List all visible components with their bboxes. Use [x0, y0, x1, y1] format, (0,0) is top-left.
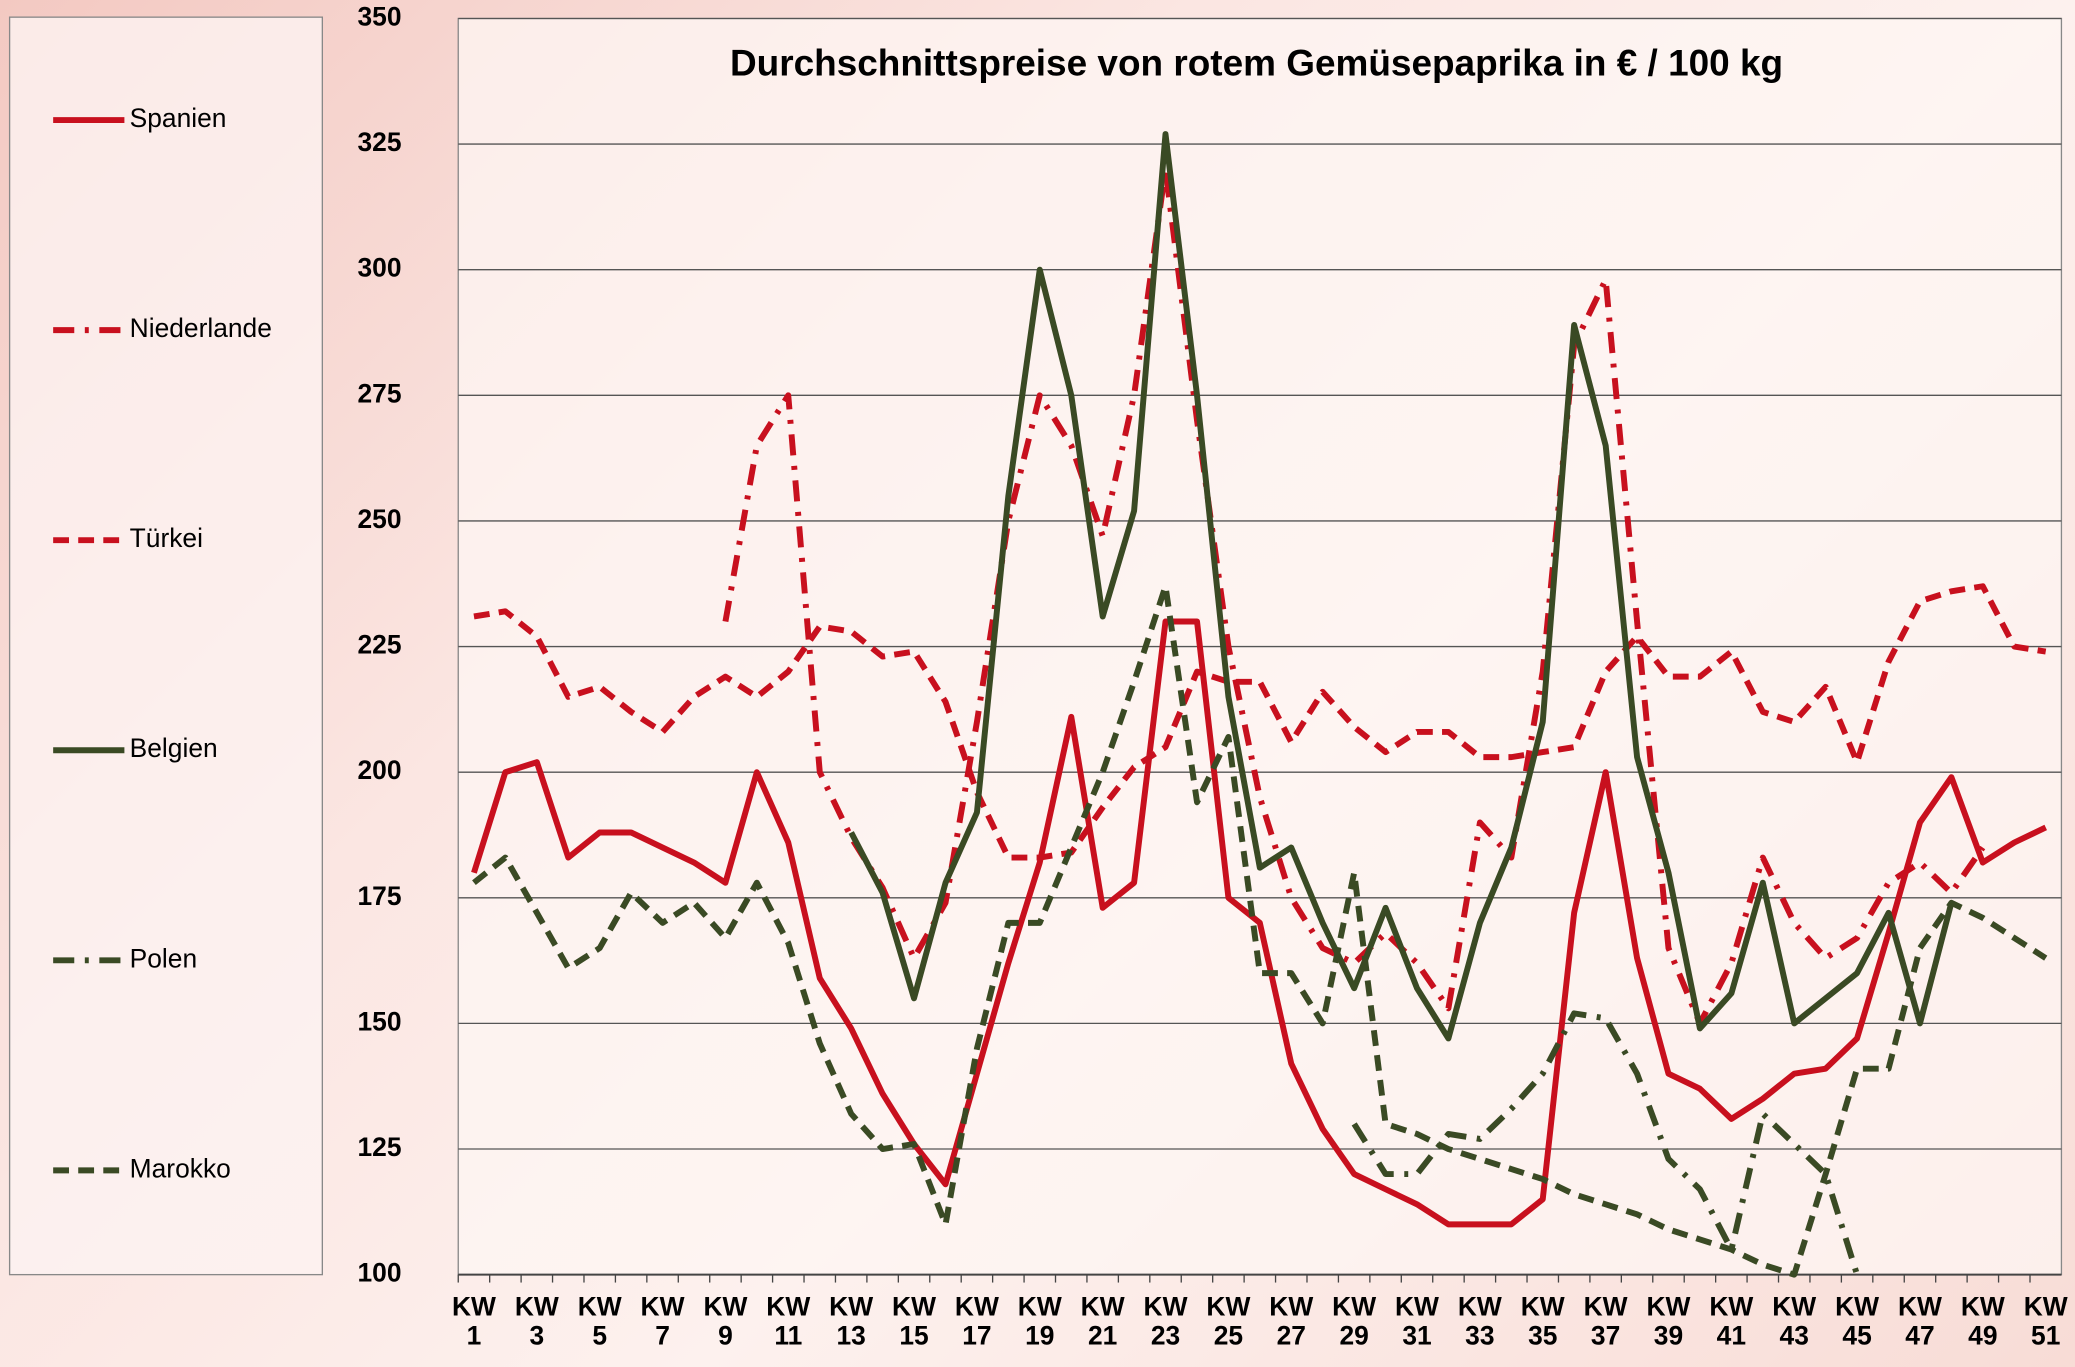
x-tick-label-box: KW 9	[703, 1293, 748, 1352]
x-tick-label-box: KW 21	[1080, 1293, 1125, 1352]
x-tick-label: KW 33	[1457, 1293, 1502, 1352]
y-tick-label: 150	[357, 1006, 401, 1036]
series-line	[1351, 1010, 1860, 1276]
x-tick-label-box: KW 35	[1520, 1293, 1565, 1352]
y-tick-label: 275	[357, 378, 401, 408]
y-tick-label: 125	[357, 1132, 401, 1162]
y-tick-label: 200	[357, 755, 401, 785]
x-tick-label: KW 39	[1646, 1293, 1691, 1352]
x-tick-label-box: KW 15	[892, 1293, 937, 1352]
x-tick-label: KW 25	[1206, 1293, 1251, 1352]
series-line	[848, 131, 1955, 1042]
x-tick-label-box: KW 37	[1583, 1293, 1628, 1352]
legend-label: Belgien	[130, 733, 218, 763]
x-tick-label: KW 11	[766, 1293, 811, 1352]
x-tick-label-box: KW 45	[1835, 1293, 1880, 1352]
legend-box	[8, 16, 323, 1276]
x-tick-label: KW 27	[1269, 1293, 1314, 1352]
x-tick-label: KW 1	[451, 1293, 496, 1352]
x-tick-label-box: KW 17	[954, 1293, 999, 1352]
series-line	[471, 618, 2048, 1228]
x-tick-label: KW 41	[1709, 1293, 1754, 1352]
x-tick-label: KW 43	[1772, 1293, 1817, 1352]
x-tick-label: KW 29	[1332, 1293, 1377, 1352]
x-tick-label-box: KW 23	[1143, 1293, 1188, 1352]
legend-label: Spanien	[130, 103, 227, 133]
x-tick-label-box: KW 31	[1395, 1293, 1439, 1352]
x-tick-label: KW 51	[2023, 1293, 2068, 1352]
x-tick-label: KW 17	[954, 1293, 999, 1352]
x-tick-label: KW 5	[577, 1293, 622, 1352]
chart-title: Durchschnittspreise von rotem Gemüsepapr…	[730, 43, 1783, 84]
x-tick-label-box: KW 47	[1897, 1293, 1942, 1352]
legend-label: Türkei	[130, 523, 203, 553]
x-tick-label: KW 23	[1143, 1293, 1188, 1352]
x-tick-label-box: KW 33	[1457, 1293, 1502, 1352]
y-tick-label: 100	[357, 1258, 401, 1288]
x-tick-label: KW 3	[514, 1293, 559, 1352]
y-tick-label: 250	[357, 504, 401, 534]
x-tick-label-box: KW 11	[766, 1293, 811, 1352]
x-tick-label: KW 47	[1897, 1293, 1942, 1352]
x-tick-label: KW 19	[1017, 1293, 1062, 1352]
x-tick-label: KW 13	[829, 1293, 874, 1352]
x-tick-label-box: KW 39	[1646, 1293, 1691, 1352]
x-tick-label: KW 21	[1080, 1293, 1125, 1352]
y-tick-label: 300	[357, 253, 401, 283]
x-tick-label-box: KW 5	[577, 1293, 622, 1352]
x-tick-label: KW 37	[1583, 1293, 1628, 1352]
x-tick-label: KW 15	[892, 1293, 937, 1352]
x-tick-label: KW 7	[640, 1293, 685, 1352]
legend-label: Polen	[130, 943, 197, 973]
x-tick-label: KW 9	[703, 1293, 748, 1352]
x-tick-label: KW 49	[1960, 1293, 2005, 1352]
x-tick-label-box: KW 41	[1709, 1293, 1754, 1352]
x-tick-label: KW 31	[1395, 1293, 1439, 1352]
series-line	[473, 583, 2047, 861]
legend-label: Niederlande	[130, 313, 272, 343]
x-tick-label-box: KW 1	[451, 1293, 496, 1352]
x-tick-label-box: KW 13	[829, 1293, 874, 1352]
x-tick-label-box: KW 27	[1269, 1293, 1314, 1352]
x-tick-label-box: KW 19	[1017, 1293, 1062, 1352]
x-tick-label-box: KW 49	[1960, 1293, 2005, 1352]
x-tick-label-box: KW 51	[2023, 1293, 2068, 1352]
x-tick-label-box: KW 3	[514, 1293, 559, 1352]
y-tick-label: 325	[357, 127, 401, 157]
x-tick-label-box: KW 7	[640, 1293, 685, 1352]
y-tick-label: 175	[357, 881, 401, 911]
x-tick-label-box: KW 29	[1332, 1293, 1377, 1352]
x-tick-label: KW 45	[1835, 1293, 1880, 1352]
x-tick-label-box: KW 25	[1206, 1293, 1251, 1352]
legend-label: Marokko	[130, 1153, 231, 1183]
y-tick-label: 225	[357, 630, 401, 660]
y-tick-label: 350	[357, 1, 401, 31]
x-tick-label: KW 35	[1520, 1293, 1565, 1352]
x-tick-label-box: KW 43	[1772, 1293, 1817, 1352]
